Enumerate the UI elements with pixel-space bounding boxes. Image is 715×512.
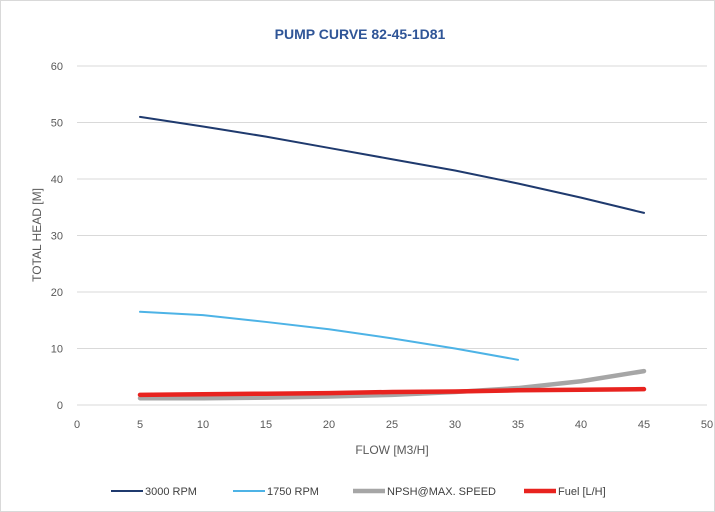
- x-tick-label: 25: [386, 419, 398, 431]
- y-tick-label: 0: [57, 400, 63, 412]
- x-tick-label: 35: [512, 419, 524, 431]
- x-axis-ticks: 0 5 10 15 20 25 30 35 40 45 50: [74, 419, 713, 431]
- x-tick-label: 0: [74, 419, 80, 431]
- x-tick-label: 50: [701, 419, 713, 431]
- legend-label: Fuel [L/H]: [558, 486, 606, 498]
- x-tick-label: 5: [137, 419, 143, 431]
- x-tick-label: 15: [260, 419, 272, 431]
- y-axis-ticks: 0 10 20 30 40 50 60: [51, 61, 63, 412]
- series-line-3: [137, 386, 647, 398]
- series-line-2: [137, 368, 647, 401]
- y-tick-label: 40: [51, 174, 63, 186]
- x-axis-title: FLOW [M3/H]: [355, 443, 428, 457]
- y-tick-label: 20: [51, 287, 63, 299]
- legend-label: 3000 RPM: [145, 486, 197, 498]
- series-line-0: [139, 115, 645, 214]
- series-lines: [137, 115, 647, 401]
- y-tick-label: 10: [51, 344, 63, 356]
- y-tick-label: 30: [51, 231, 63, 243]
- gridlines: [77, 65, 707, 406]
- y-tick-label: 60: [51, 61, 63, 73]
- legend-label: NPSH@MAX. SPEED: [387, 486, 496, 498]
- x-tick-label: 45: [638, 419, 650, 431]
- legend-label: 1750 RPM: [267, 486, 319, 498]
- y-axis-title: TOTAL HEAD [M]: [30, 188, 44, 282]
- x-tick-label: 40: [575, 419, 587, 431]
- x-tick-label: 30: [449, 419, 461, 431]
- legend: 3000 RPM 1750 RPM NPSH@MAX. SPEED Fuel [L/H…: [111, 486, 606, 498]
- x-tick-label: 10: [197, 419, 209, 431]
- y-tick-label: 50: [51, 118, 63, 130]
- chart-title: PUMP CURVE 82-45-1D81: [275, 26, 446, 42]
- x-tick-label: 20: [323, 419, 335, 431]
- series-line-1: [139, 310, 519, 361]
